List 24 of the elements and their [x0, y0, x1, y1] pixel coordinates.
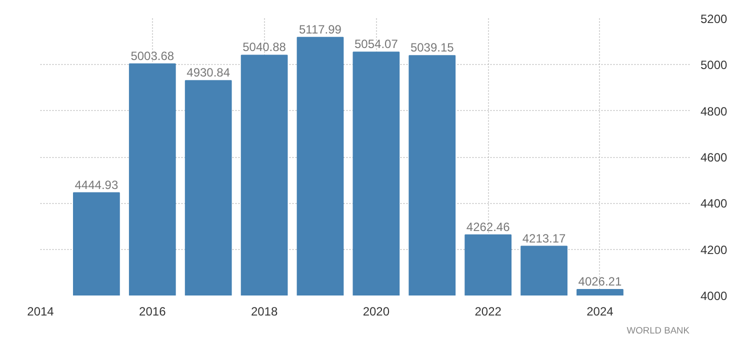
x-tick-label: 2024: [586, 304, 614, 318]
x-tick-label: 2016: [139, 304, 166, 318]
y-tick-label: 4600: [700, 150, 728, 164]
x-tick-label: 2022: [474, 304, 502, 318]
y-tick-label: 4800: [700, 104, 728, 118]
y-tick-label: 5200: [700, 12, 728, 26]
data-label: 5117.99: [299, 22, 342, 36]
y-tick-label: 5000: [700, 58, 728, 72]
data-label: 5003.68: [130, 48, 174, 63]
data-label: 5040.88: [242, 40, 286, 54]
data-label: 5054.07: [354, 37, 398, 52]
data-label: 4026.21: [578, 274, 622, 288]
y-tick-label: 4000: [700, 289, 728, 303]
data-label: 4262.46: [466, 220, 510, 234]
text: WORLD BANK: [626, 326, 690, 336]
y-tick-label: 4200: [700, 242, 728, 257]
x-tick-label: 2020: [362, 304, 390, 318]
x-tick-label: 2018: [250, 304, 278, 318]
data-label: 5039.15: [410, 40, 454, 55]
data-label: 4444.93: [74, 178, 118, 192]
y-tick-label: 4400: [700, 196, 728, 211]
data-label: 4213.17: [522, 231, 566, 246]
data-label: 4930.84: [186, 66, 230, 80]
x-tick-label: 2014: [27, 304, 54, 318]
